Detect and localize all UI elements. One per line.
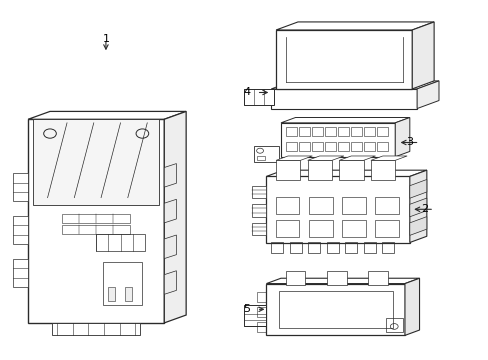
Bar: [374, 197, 398, 214]
Bar: [308, 197, 332, 214]
Polygon shape: [409, 170, 426, 243]
Bar: [276, 220, 299, 237]
Polygon shape: [266, 284, 404, 336]
Bar: [381, 242, 393, 252]
Bar: [278, 291, 392, 328]
Bar: [337, 127, 348, 136]
Bar: [285, 271, 305, 285]
Polygon shape: [281, 117, 409, 123]
Polygon shape: [164, 111, 186, 323]
Polygon shape: [13, 258, 28, 287]
Bar: [271, 242, 283, 252]
Bar: [311, 127, 322, 136]
Polygon shape: [244, 305, 266, 327]
Polygon shape: [251, 186, 266, 198]
Polygon shape: [251, 223, 266, 235]
Polygon shape: [13, 173, 28, 202]
Polygon shape: [394, 117, 409, 157]
Bar: [256, 156, 265, 160]
Polygon shape: [266, 176, 409, 243]
Polygon shape: [276, 156, 312, 160]
Polygon shape: [276, 30, 411, 89]
Bar: [256, 322, 266, 332]
Text: 3: 3: [406, 138, 412, 148]
Polygon shape: [266, 170, 426, 176]
Bar: [62, 213, 130, 222]
Bar: [377, 143, 387, 152]
Bar: [124, 287, 132, 301]
Polygon shape: [339, 156, 375, 160]
Bar: [364, 127, 374, 136]
Bar: [325, 127, 335, 136]
Bar: [285, 127, 296, 136]
Bar: [377, 127, 387, 136]
Bar: [96, 234, 144, 251]
Polygon shape: [307, 156, 343, 160]
Bar: [350, 143, 361, 152]
Bar: [308, 220, 332, 237]
Polygon shape: [281, 123, 394, 157]
Polygon shape: [271, 81, 438, 89]
Polygon shape: [409, 217, 426, 235]
Polygon shape: [164, 271, 176, 294]
Bar: [350, 127, 361, 136]
Bar: [256, 307, 266, 317]
Polygon shape: [409, 180, 426, 198]
Polygon shape: [370, 156, 407, 160]
Polygon shape: [52, 323, 140, 336]
Bar: [326, 242, 338, 252]
Bar: [256, 292, 266, 302]
Text: 1: 1: [102, 34, 109, 44]
Bar: [326, 271, 346, 285]
Bar: [311, 143, 322, 152]
Bar: [298, 143, 309, 152]
Polygon shape: [28, 119, 164, 323]
Bar: [374, 220, 398, 237]
Bar: [289, 242, 301, 252]
Polygon shape: [339, 160, 363, 180]
Bar: [307, 242, 320, 252]
Bar: [298, 127, 309, 136]
Polygon shape: [164, 235, 176, 258]
Polygon shape: [276, 160, 300, 180]
Polygon shape: [244, 89, 273, 105]
Bar: [254, 146, 278, 162]
Text: 4: 4: [243, 87, 250, 98]
Bar: [103, 262, 142, 305]
Bar: [368, 271, 387, 285]
Bar: [108, 287, 115, 301]
Polygon shape: [33, 119, 159, 205]
Bar: [363, 242, 375, 252]
Polygon shape: [409, 198, 426, 217]
Polygon shape: [164, 199, 176, 223]
Polygon shape: [164, 163, 176, 187]
Polygon shape: [28, 111, 186, 119]
Polygon shape: [370, 160, 394, 180]
Bar: [62, 225, 130, 234]
Text: 2: 2: [420, 204, 427, 214]
Bar: [342, 197, 365, 214]
Bar: [364, 143, 374, 152]
Bar: [345, 242, 357, 252]
Bar: [276, 197, 299, 214]
Bar: [337, 143, 348, 152]
Polygon shape: [13, 216, 28, 244]
Polygon shape: [251, 204, 266, 217]
Polygon shape: [411, 22, 433, 89]
Bar: [325, 143, 335, 152]
Bar: [285, 143, 296, 152]
Polygon shape: [266, 278, 419, 284]
Polygon shape: [307, 160, 331, 180]
Text: 5: 5: [243, 304, 250, 314]
Bar: [342, 220, 365, 237]
Polygon shape: [404, 278, 419, 336]
Polygon shape: [276, 22, 433, 30]
Bar: [385, 318, 402, 332]
Polygon shape: [271, 89, 416, 109]
Polygon shape: [416, 81, 438, 109]
